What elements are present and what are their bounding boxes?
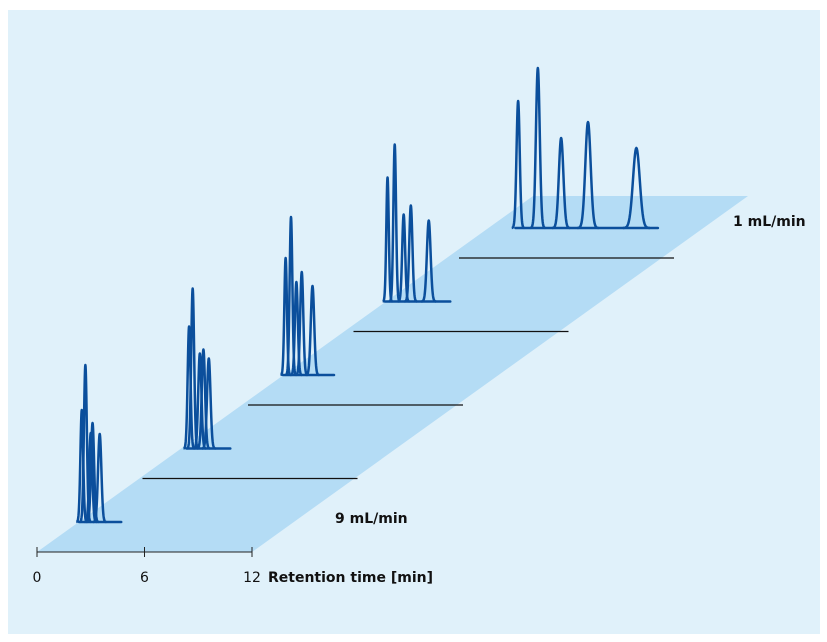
peak xyxy=(403,204,419,303)
annotation: 9 mL/min xyxy=(335,511,408,527)
annotation: 1 mL/min xyxy=(733,214,806,230)
x-tick-label: 0 xyxy=(33,570,42,586)
peak xyxy=(195,348,211,450)
peak xyxy=(304,284,321,377)
peak xyxy=(388,143,402,303)
x-axis-label: Retention time [min] xyxy=(268,570,433,586)
peak xyxy=(75,408,89,524)
peak xyxy=(622,146,651,230)
peak xyxy=(182,325,196,450)
peak xyxy=(551,136,572,230)
x-tick-label: 12 xyxy=(243,570,261,586)
peak xyxy=(85,421,100,524)
peak xyxy=(92,432,108,524)
peak xyxy=(529,66,547,230)
peak xyxy=(200,357,217,450)
peak xyxy=(284,215,298,377)
peak xyxy=(279,256,292,377)
peak xyxy=(510,99,526,230)
plane xyxy=(37,196,748,552)
peak xyxy=(289,280,304,377)
x-tick-label: 6 xyxy=(140,570,149,586)
peak xyxy=(576,120,600,230)
peak xyxy=(294,270,309,377)
peak xyxy=(420,219,438,303)
